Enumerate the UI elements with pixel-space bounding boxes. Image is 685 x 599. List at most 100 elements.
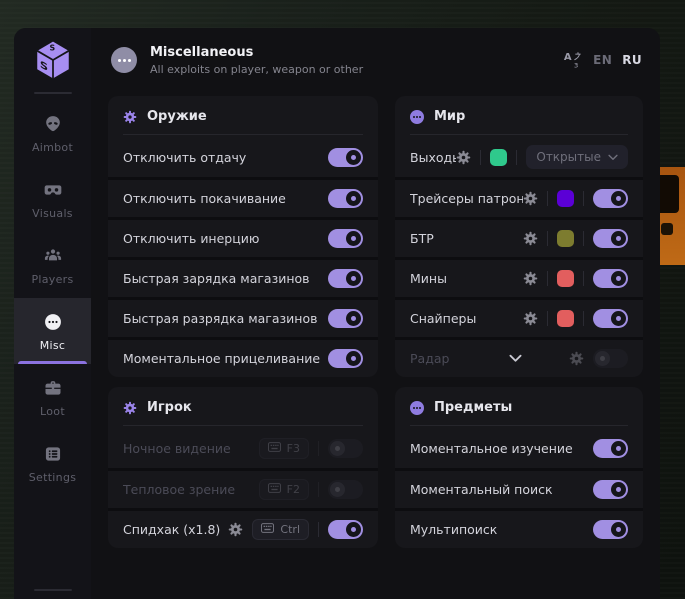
- sidebar-item-settings[interactable]: Settings: [14, 430, 91, 496]
- sidebar-item-misc[interactable]: Misc: [14, 298, 91, 364]
- feature-label: Быстрая зарядка магазинов: [123, 271, 310, 286]
- row-controls: [593, 520, 628, 539]
- sidebar-item-loot[interactable]: Loot: [14, 364, 91, 430]
- toggle-on[interactable]: [328, 349, 363, 368]
- gear-icon[interactable]: [456, 150, 471, 165]
- section-items: Предметы Моментальное изучение Моментальны…: [395, 387, 643, 548]
- section-world: Мир Выходы Открытые Трейсеры патронов БТР Мин…: [395, 96, 643, 377]
- feature-label: Трейсеры патронов: [410, 191, 523, 206]
- gear-icon[interactable]: [228, 522, 243, 537]
- toggle-knob: [611, 311, 626, 326]
- control-divider: [547, 311, 548, 326]
- main-panel: Miscellaneous All exploits on player, we…: [91, 28, 660, 599]
- feature-label: Мультипоиск: [410, 522, 498, 537]
- toggle-on[interactable]: [328, 269, 363, 288]
- feature-label: Отключить инерцию: [123, 231, 260, 246]
- section-weapon: Оружие Отключить отдачу Отключить покачива…: [108, 96, 378, 377]
- toggle-knob-dot: [351, 527, 356, 532]
- ellipsis-circle-icon: [42, 311, 64, 333]
- background-shape: [659, 175, 679, 213]
- hotkey-label: Ctrl: [280, 523, 300, 536]
- toggle-knob-dot: [335, 487, 340, 492]
- toggle-off[interactable]: [328, 480, 363, 499]
- gear-icon[interactable]: [523, 191, 538, 206]
- toggle-on[interactable]: [328, 147, 363, 167]
- color-swatch[interactable]: [557, 230, 574, 247]
- expand-chevron-icon[interactable]: [509, 354, 522, 363]
- toggle-knob-dot: [351, 154, 356, 160]
- app-logo-icon: S G S: [30, 38, 76, 82]
- section-header: Предметы: [395, 387, 643, 425]
- row-controls: [569, 349, 628, 368]
- dots-badge-icon: [410, 400, 424, 415]
- control-divider: [583, 191, 584, 206]
- feature-row: Спидхак (x1.8) Ctrl: [108, 508, 378, 548]
- row-controls: [523, 189, 628, 208]
- toggle-knob: [346, 351, 361, 366]
- toggle-on[interactable]: [328, 229, 363, 248]
- sidebar-item-label: Loot: [40, 404, 65, 418]
- toggle-knob: [611, 522, 626, 537]
- feature-label: Отключить отдачу: [123, 149, 247, 165]
- translate-icon: A з: [563, 51, 583, 69]
- toggle-off[interactable]: [593, 349, 628, 368]
- color-swatch[interactable]: [557, 310, 574, 327]
- section-header: Игрок: [108, 387, 378, 425]
- color-swatch[interactable]: [557, 190, 574, 207]
- keyboard-icon: [261, 523, 275, 536]
- feature-row: Быстрая разрядка магазинов: [108, 297, 378, 337]
- gear-icon[interactable]: [523, 311, 538, 326]
- gear-icon[interactable]: [523, 231, 538, 246]
- toggle-on[interactable]: [593, 229, 628, 248]
- dropdown-value: Открытые: [536, 150, 601, 164]
- hotkey-badge[interactable]: Ctrl: [252, 519, 309, 540]
- color-swatch[interactable]: [490, 148, 508, 166]
- toggle-on[interactable]: [593, 269, 628, 288]
- sidebar-item-aimbot[interactable]: Aimbot: [14, 100, 91, 166]
- background-shape: [661, 223, 673, 235]
- feature-row: Выходы Открытые: [395, 137, 643, 177]
- toggle-on[interactable]: [593, 189, 628, 208]
- svg-text:A: A: [564, 52, 572, 63]
- toggle-on[interactable]: [593, 520, 628, 539]
- hotkey-badge[interactable]: F2: [258, 479, 309, 500]
- sidebar-item-visuals[interactable]: Visuals: [14, 166, 91, 232]
- toggle-knob-dot: [616, 196, 621, 201]
- toggle-on[interactable]: [328, 520, 363, 539]
- row-controls: Ctrl: [228, 519, 363, 540]
- section-title: Оружие: [147, 109, 207, 124]
- keyboard-icon: [267, 483, 281, 496]
- sidebar-item-players[interactable]: Players: [14, 232, 91, 298]
- lang-en-button[interactable]: EN: [593, 53, 613, 67]
- toggle-knob: [611, 191, 626, 206]
- toggle-knob-dot: [616, 316, 621, 321]
- feature-row: Быстрая зарядка магазинов: [108, 257, 378, 297]
- toggle-on[interactable]: [328, 189, 363, 208]
- section-divider: [410, 425, 628, 426]
- alien-icon: [42, 113, 64, 135]
- toggle-on[interactable]: [593, 309, 628, 328]
- row-controls: [328, 229, 363, 248]
- toggle-knob: [346, 311, 361, 326]
- toggle-on[interactable]: [593, 438, 628, 458]
- toggle-on[interactable]: [593, 480, 628, 499]
- toggle-off[interactable]: [328, 438, 363, 458]
- page-title: Miscellaneous: [150, 44, 254, 60]
- dropdown-select[interactable]: Открытые: [526, 145, 628, 169]
- feature-label: Моментальное прицеливание: [123, 351, 321, 366]
- feature-row: Отключить инерцию: [108, 217, 378, 257]
- sidebar-item-label: Visuals: [32, 206, 73, 220]
- gear-icon[interactable]: [569, 351, 584, 366]
- row-controls: [328, 349, 363, 368]
- sidebar-nav: Aimbot Visuals Players Misc Loot Settings: [14, 100, 91, 496]
- color-swatch[interactable]: [557, 270, 574, 287]
- hotkey-badge[interactable]: F3: [258, 437, 309, 459]
- control-divider: [547, 231, 548, 246]
- toggle-on[interactable]: [328, 309, 363, 328]
- control-divider: [583, 231, 584, 246]
- control-divider: [547, 191, 548, 206]
- feature-label: Тепловое зрение: [123, 482, 236, 497]
- section-title: Предметы: [434, 400, 513, 415]
- lang-ru-button[interactable]: RU: [622, 53, 642, 67]
- gear-icon[interactable]: [523, 271, 538, 286]
